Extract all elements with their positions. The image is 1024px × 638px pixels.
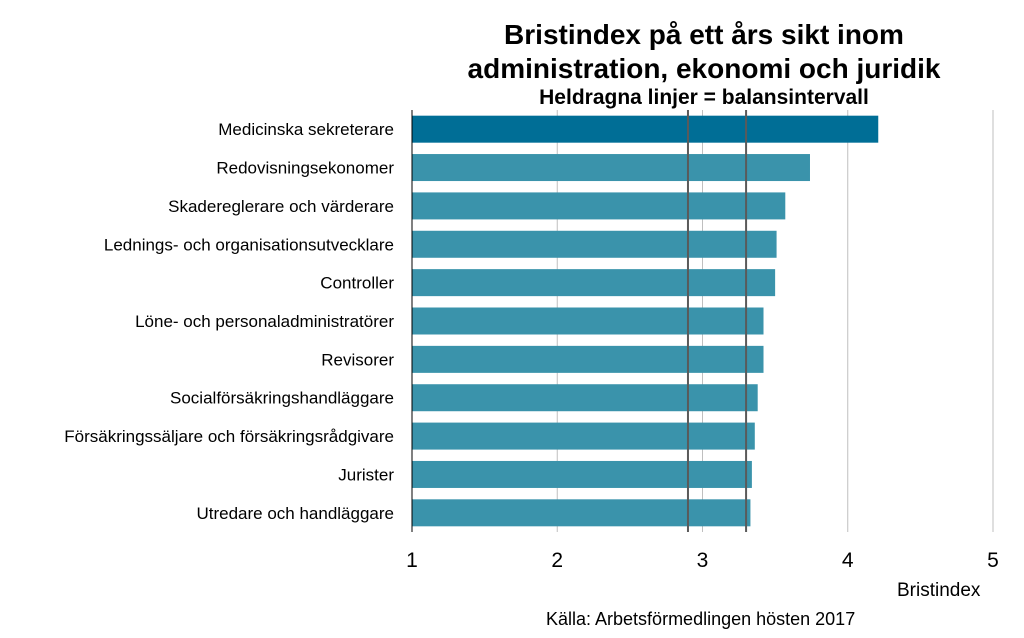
category-label: Redovisningsekonomer	[216, 159, 394, 178]
x-tick-label: 3	[697, 549, 709, 572]
x-tick-label: 5	[987, 549, 999, 572]
bar	[412, 269, 776, 297]
bar	[412, 499, 751, 527]
bar	[412, 192, 786, 220]
chart-title-line-2: administration, ekonomi och juridik	[467, 53, 941, 84]
bar	[412, 307, 764, 335]
bar	[412, 384, 758, 412]
bar	[412, 230, 777, 258]
category-label: Socialförsäkringshandläggare	[170, 389, 394, 408]
bar	[412, 115, 879, 143]
source-note: Källa: Arbetsförmedlingen hösten 2017	[546, 609, 856, 629]
chart-title-line-1: Bristindex på ett års sikt inom	[504, 19, 904, 50]
category-label: Lednings- och organisationsutvecklare	[104, 235, 394, 254]
category-label: Revisorer	[321, 350, 394, 369]
category-label: Medicinska sekreterare	[218, 120, 394, 139]
category-label: Controller	[320, 274, 394, 293]
category-label: Skadereglerare och värderare	[168, 197, 394, 216]
x-tick-label: 1	[406, 549, 418, 572]
category-label: Jurister	[338, 465, 394, 484]
x-axis-label: Bristindex	[897, 580, 981, 601]
category-label: Försäkringssäljare och försäkringsrådgiv…	[64, 427, 394, 446]
bar	[412, 345, 764, 373]
bar	[412, 460, 752, 488]
bar	[412, 154, 810, 182]
x-tick-label: 4	[842, 549, 854, 572]
chart-subtitle: Heldragna linjer = balansintervall	[539, 86, 869, 109]
bar	[412, 422, 755, 450]
category-label: Löne- och personaladministratörer	[135, 312, 394, 331]
x-tick-label: 2	[551, 549, 563, 572]
category-label: Utredare och handläggare	[196, 504, 394, 523]
